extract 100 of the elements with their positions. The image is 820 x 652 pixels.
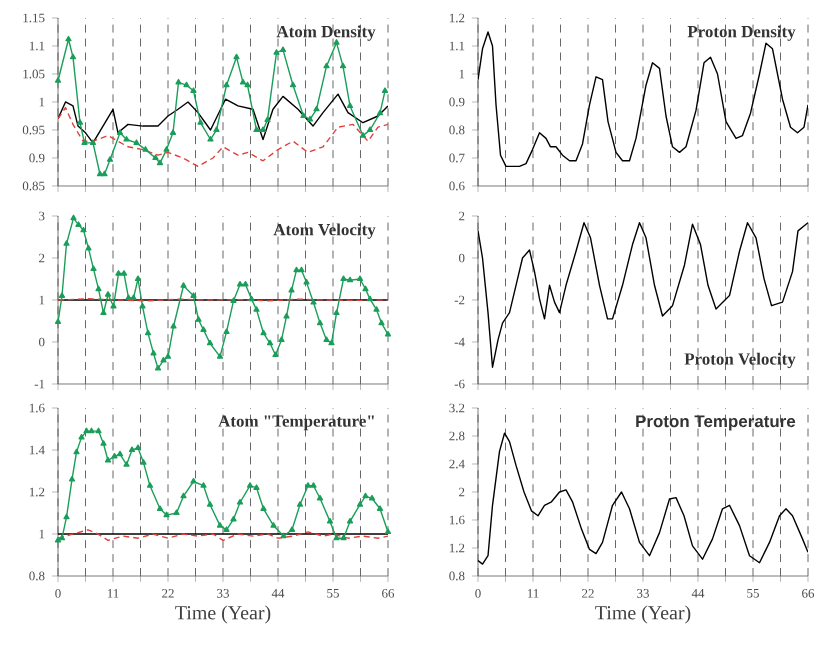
point [115, 270, 122, 276]
point [381, 87, 389, 93]
point [83, 427, 90, 434]
point [376, 109, 384, 116]
point [323, 336, 330, 342]
point [362, 285, 369, 292]
point [123, 136, 130, 142]
point [128, 446, 136, 453]
point [76, 119, 84, 125]
point [156, 159, 164, 166]
point [356, 275, 364, 282]
point [110, 302, 117, 309]
point [120, 270, 128, 276]
chart-title: Atom Velocity [273, 223, 376, 239]
point [106, 156, 114, 162]
point [279, 46, 287, 52]
chart-title: Atom Density [276, 25, 376, 41]
point [346, 276, 354, 283]
point [163, 146, 170, 152]
point [80, 226, 87, 233]
point [300, 112, 307, 119]
point [246, 482, 254, 488]
point [100, 440, 107, 446]
point [180, 492, 187, 499]
point [54, 318, 62, 324]
point [306, 115, 314, 122]
point [270, 522, 277, 528]
point [260, 505, 267, 511]
point [316, 319, 324, 326]
point [173, 509, 180, 516]
point [230, 515, 237, 522]
point [264, 116, 271, 122]
point [95, 427, 102, 434]
chart-title: Proton Temperature [636, 415, 796, 431]
point [213, 126, 220, 133]
point [326, 517, 334, 524]
point [133, 139, 140, 145]
point [200, 482, 207, 488]
point [152, 154, 159, 161]
line-series [478, 432, 808, 565]
point [130, 294, 137, 300]
point [216, 522, 224, 528]
point [223, 526, 230, 532]
point [233, 53, 240, 60]
point [63, 240, 70, 246]
point [125, 294, 132, 300]
point [104, 291, 112, 297]
point [65, 35, 72, 42]
point [266, 339, 274, 346]
point [116, 450, 124, 457]
point [248, 295, 255, 302]
point [190, 478, 197, 484]
point [154, 364, 162, 371]
point [260, 329, 267, 336]
point [58, 534, 66, 541]
point [146, 482, 154, 488]
chart-title: Proton Density [687, 25, 796, 41]
point [164, 353, 172, 359]
point [296, 501, 304, 507]
point [339, 62, 347, 69]
point [328, 339, 335, 346]
point [303, 278, 310, 285]
line-series [478, 222, 808, 368]
point [163, 511, 170, 518]
point [180, 282, 187, 288]
text: Proton Velocity [684, 352, 796, 369]
point [100, 309, 107, 316]
point [253, 306, 260, 312]
point [89, 139, 97, 145]
x-axis-title: Time (Year) [595, 605, 691, 624]
point [134, 444, 142, 450]
point [323, 62, 330, 69]
point [183, 81, 190, 88]
point [73, 448, 80, 455]
point [134, 275, 142, 282]
point [359, 132, 367, 138]
point [384, 330, 392, 337]
point [206, 501, 214, 507]
point [236, 280, 244, 287]
point [346, 517, 354, 524]
point [333, 534, 340, 541]
point [197, 119, 204, 125]
point [313, 105, 320, 112]
point [70, 214, 77, 221]
point [216, 353, 224, 359]
line-series [58, 93, 388, 144]
point [63, 513, 70, 520]
point [54, 536, 62, 543]
point [280, 532, 287, 539]
point [175, 78, 182, 85]
point [144, 329, 152, 336]
point [200, 326, 207, 332]
chart-title: Atom "Temperature" [218, 415, 374, 431]
point [104, 457, 112, 463]
point [239, 78, 247, 85]
point [142, 146, 149, 152]
point [242, 280, 249, 287]
point [310, 299, 317, 305]
point [244, 81, 251, 88]
point [90, 265, 97, 272]
